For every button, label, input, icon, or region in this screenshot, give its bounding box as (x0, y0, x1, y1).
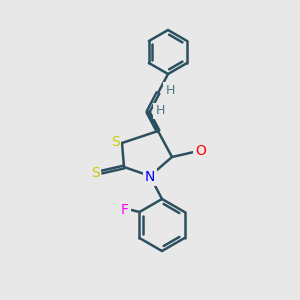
Text: H: H (155, 104, 165, 118)
Text: O: O (196, 144, 206, 158)
Text: F: F (121, 203, 128, 217)
Text: H: H (165, 83, 175, 97)
Text: S: S (91, 166, 99, 180)
Text: N: N (145, 170, 155, 184)
Text: S: S (111, 135, 119, 149)
